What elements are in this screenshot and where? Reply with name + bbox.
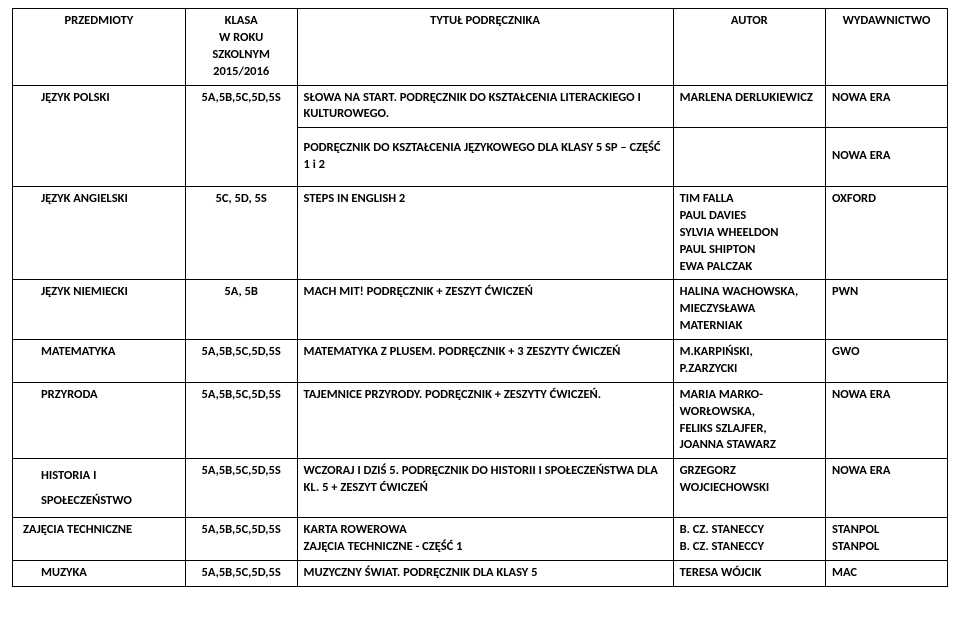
header-subject: PRZEDMIOTY: [13, 9, 186, 86]
cell-title: TAJEMNICE PRZYRODY. PODRĘCZNIK + ZESZYTY…: [297, 382, 673, 459]
cell-class: 5A,5B,5C,5D,5S: [185, 382, 297, 459]
cell-subject: JĘZYK NIEMIECKI: [13, 280, 186, 340]
header-author: AUTOR: [673, 9, 825, 86]
cell-subject: MATEMATYKA: [13, 340, 186, 383]
cell-class: [185, 128, 297, 187]
table-row: PRZYRODA 5A,5B,5C,5D,5S TAJEMNICE PRZYRO…: [13, 382, 948, 459]
cell-subject: HISTORIA I SPOŁECZEŃSTWO: [13, 459, 186, 518]
cell-author: [673, 128, 825, 187]
cell-subject: ZAJĘCIA TECHNICZNE: [13, 518, 186, 561]
cell-title: SŁOWA NA START. PODRĘCZNIK DO KSZTAŁCENI…: [297, 85, 673, 128]
cell-class: 5C, 5D, 5S: [185, 187, 297, 280]
table-row: ZAJĘCIA TECHNICZNE 5A,5B,5C,5D,5S KARTA …: [13, 518, 948, 561]
cell-subject: JĘZYK POLSKI: [13, 85, 186, 128]
cell-class: 5A, 5B: [185, 280, 297, 340]
cell-title: WCZORAJ I DZIŚ 5. PODRĘCZNIK DO HISTORII…: [297, 459, 673, 518]
table-row: PODRĘCZNIK DO KSZTAŁCENIA JĘZYKOWEGO DLA…: [13, 128, 948, 187]
cell-author: HALINA WACHOWSKA, MIECZYSŁAWA MATERNIAK: [673, 280, 825, 340]
cell-publisher: NOWA ERA: [826, 85, 948, 128]
cell-author: MARIA MARKO- WORŁOWSKA, FELIKS SZLAJFER,…: [673, 382, 825, 459]
table-row: JĘZYK POLSKI 5A,5B,5C,5D,5S SŁOWA NA STA…: [13, 85, 948, 128]
table-row: HISTORIA I SPOŁECZEŃSTWO 5A,5B,5C,5D,5S …: [13, 459, 948, 518]
cell-class: 5A,5B,5C,5D,5S: [185, 85, 297, 128]
header-title: TYTUŁ PODRĘCZNIKA: [297, 9, 673, 86]
cell-author: MARLENA DERLUKIEWICZ: [673, 85, 825, 128]
cell-class: 5A,5B,5C,5D,5S: [185, 561, 297, 587]
table-row: MUZYKA 5A,5B,5C,5D,5S MUZYCZNY ŚWIAT. PO…: [13, 561, 948, 587]
cell-title: PODRĘCZNIK DO KSZTAŁCENIA JĘZYKOWEGO DLA…: [297, 128, 673, 187]
cell-class: 5A,5B,5C,5D,5S: [185, 518, 297, 561]
table-header-row: PRZEDMIOTY KLASA W ROKU SZKOLNYM 2015/20…: [13, 9, 948, 86]
cell-publisher: GWO: [826, 340, 948, 383]
cell-title: MACH MIT! PODRĘCZNIK + ZESZYT ĆWICZEŃ: [297, 280, 673, 340]
cell-subject: JĘZYK ANGIELSKI: [13, 187, 186, 280]
cell-publisher: OXFORD: [826, 187, 948, 280]
cell-subject: MUZYKA: [13, 561, 186, 587]
cell-title: STEPS IN ENGLISH 2: [297, 187, 673, 280]
cell-author: TERESA WÓJCIK: [673, 561, 825, 587]
cell-author: TIM FALLA PAUL DAVIES SYLVIA WHEELDON PA…: [673, 187, 825, 280]
cell-publisher: MAC: [826, 561, 948, 587]
cell-subject: PRZYRODA: [13, 382, 186, 459]
cell-title: KARTA ROWEROWA ZAJĘCIA TECHNICZNE - CZĘŚ…: [297, 518, 673, 561]
cell-author: GRZEGORZ WOJCIECHOWSKI: [673, 459, 825, 518]
cell-author: B. CZ. STANECCY B. CZ. STANECCY: [673, 518, 825, 561]
cell-publisher: PWN: [826, 280, 948, 340]
cell-title: MATEMATYKA Z PLUSEM. PODRĘCZNIK + 3 ZESZ…: [297, 340, 673, 383]
table-row: JĘZYK ANGIELSKI 5C, 5D, 5S STEPS IN ENGL…: [13, 187, 948, 280]
table-row: MATEMATYKA 5A,5B,5C,5D,5S MATEMATYKA Z P…: [13, 340, 948, 383]
cell-class: 5A,5B,5C,5D,5S: [185, 340, 297, 383]
cell-publisher: NOWA ERA: [826, 128, 948, 187]
cell-publisher: NOWA ERA: [826, 382, 948, 459]
cell-author: M.KARPIŃSKI, P.ZARZYCKI: [673, 340, 825, 383]
cell-class: 5A,5B,5C,5D,5S: [185, 459, 297, 518]
header-class: KLASA W ROKU SZKOLNYM 2015/2016: [185, 9, 297, 86]
header-publisher: WYDAWNICTWO: [826, 9, 948, 86]
cell-title: MUZYCZNY ŚWIAT. PODRĘCZNIK DLA KLASY 5: [297, 561, 673, 587]
cell-publisher: NOWA ERA: [826, 459, 948, 518]
cell-subject: [13, 128, 186, 187]
cell-publisher: STANPOL STANPOL: [826, 518, 948, 561]
table-row: JĘZYK NIEMIECKI 5A, 5B MACH MIT! PODRĘCZ…: [13, 280, 948, 340]
textbook-table: PRZEDMIOTY KLASA W ROKU SZKOLNYM 2015/20…: [12, 8, 948, 587]
